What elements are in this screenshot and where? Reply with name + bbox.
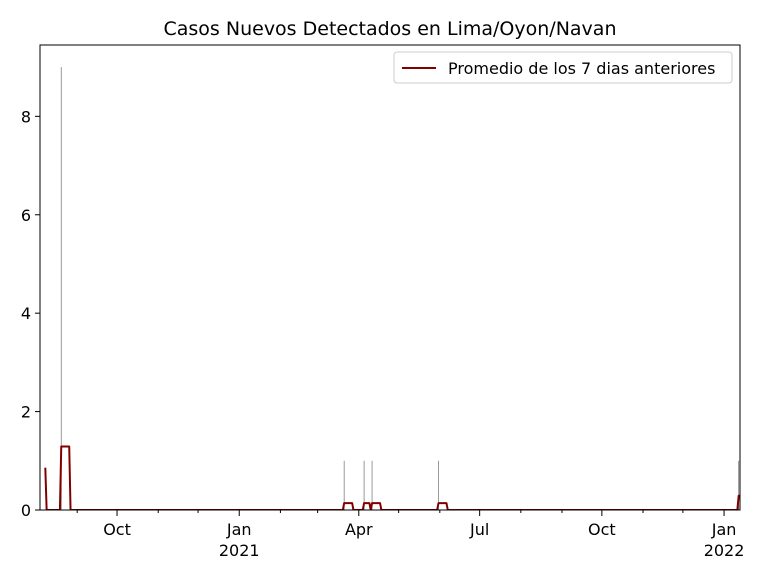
x-tick-label-5: Jan: [711, 520, 737, 539]
y-tick-label-6: 6: [21, 206, 31, 225]
x-tick-year-1: 2021: [219, 541, 260, 560]
y-tick-label-0: 0: [21, 501, 31, 520]
legend-entry-label: Promedio de los 7 dias anteriores: [448, 59, 715, 78]
x-tick-label-4: Oct: [588, 520, 616, 539]
x-tick-label-1: Jan: [226, 520, 252, 539]
y-tick-label-4: 4: [21, 304, 31, 323]
y-tick-label-2: 2: [21, 403, 31, 422]
y-tick-label-8: 8: [21, 107, 31, 126]
legend: Promedio de los 7 dias anteriores: [393, 51, 733, 84]
moving-average-line: [44, 445, 740, 510]
x-tick-label-2: Apr: [345, 520, 373, 539]
plot-frame: [39, 44, 741, 511]
legend-box: [393, 51, 733, 84]
x-tick-label-3: Jul: [469, 520, 489, 539]
x-tick-year-5: 2022: [704, 541, 745, 560]
moving-average-layer: [44, 445, 740, 510]
x-axis: Oct Jan 2021 Apr Jul Oct Jan 2022: [76, 510, 745, 560]
x-tick-label-0: Oct: [103, 520, 131, 539]
y-axis: 0 2 4 6 8: [21, 107, 40, 520]
chart-title: Casos Nuevos Detectados en Lima/Oyon/Nav…: [164, 18, 617, 40]
